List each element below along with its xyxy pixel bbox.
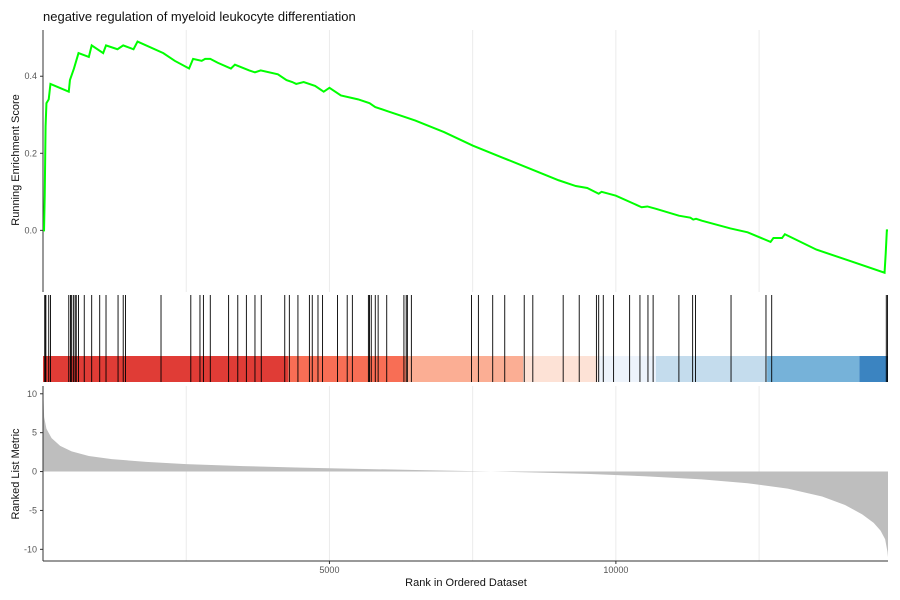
x-tick-label: 10000	[603, 565, 628, 575]
es-y-tick-label: 0.0	[24, 225, 37, 235]
running-es-ylabel: Running Enrichment Score	[10, 94, 22, 225]
x-tick-label: 5000	[319, 565, 339, 575]
running-es-gridlines	[185, 30, 760, 292]
rank-color-band	[655, 356, 768, 382]
ranked-metric-panel: 10 5 0 -5 -10 5000 10000 Ranked List Metric R…	[10, 386, 888, 589]
rm-y-tick-label: 0	[32, 467, 37, 477]
ranked-metric-y-axis: 10 5 0 -5 -10	[24, 389, 43, 554]
rank-color-band	[523, 356, 598, 382]
running-es-line	[43, 40, 888, 275]
rm-y-tick-label: 10	[27, 389, 37, 399]
rank-color-band	[597, 356, 656, 382]
gene-hit-lines	[44, 295, 888, 382]
rank-color-band	[405, 356, 524, 382]
rank-color-band	[767, 356, 860, 382]
rank-color-bands	[43, 356, 888, 382]
chart-title: negative regulation of myeloid leukocyte…	[43, 9, 356, 24]
es-y-tick-label: 0.4	[24, 71, 37, 81]
rm-y-tick-label: -10	[24, 544, 37, 554]
rank-color-band	[43, 356, 289, 382]
gene-hits-panel	[43, 295, 888, 382]
rank-color-band	[859, 356, 888, 382]
ranked-metric-area	[43, 386, 888, 558]
x-axis-ticks: 5000 10000	[319, 561, 628, 575]
running-es-y-axis: 0.0 0.2 0.4	[24, 71, 43, 235]
es-y-tick-label: 0.2	[24, 148, 37, 158]
x-axis-label: Rank in Ordered Dataset	[405, 577, 527, 589]
rm-y-tick-label: 5	[32, 428, 37, 438]
ranked-metric-ylabel: Ranked List Metric	[10, 428, 22, 520]
running-es-panel: 0.0 0.2 0.4 Running Enrichment Score	[10, 30, 888, 292]
rm-y-tick-label: -5	[29, 505, 37, 515]
